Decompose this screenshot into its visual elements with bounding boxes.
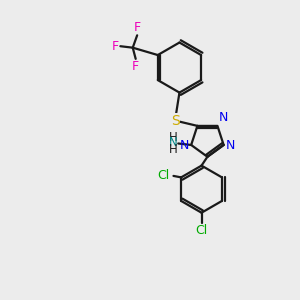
Text: F: F [134,21,141,34]
Text: N: N [226,139,236,152]
Text: H: H [169,131,177,144]
Text: N: N [169,136,177,149]
Text: N: N [180,139,189,152]
Text: Cl: Cl [195,224,208,238]
Text: H: H [169,143,177,157]
Text: N: N [219,111,229,124]
Text: Cl: Cl [158,169,170,182]
Text: F: F [132,60,139,73]
Text: S: S [171,114,179,128]
Text: F: F [112,40,119,53]
